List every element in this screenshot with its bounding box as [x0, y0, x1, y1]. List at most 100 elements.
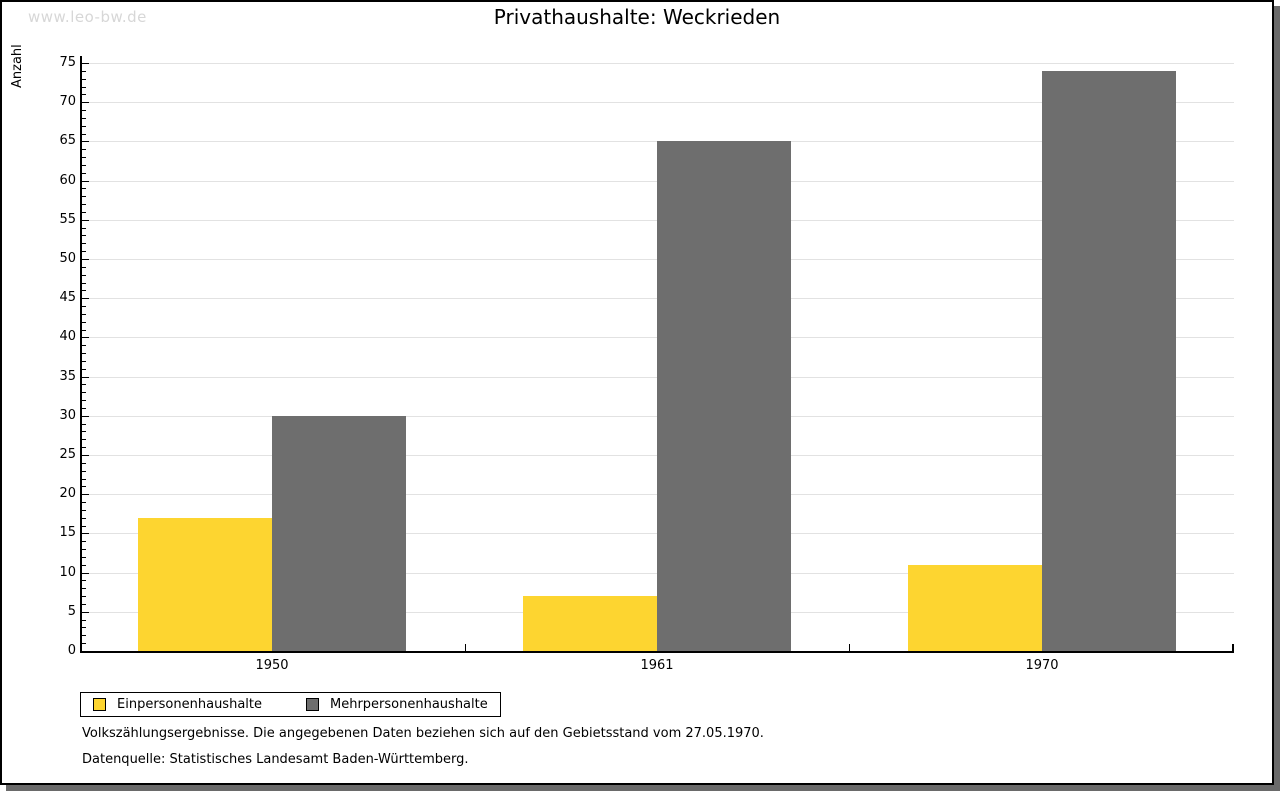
y-tick: [82, 220, 89, 221]
y-tick: [82, 400, 86, 401]
y-tick: [82, 79, 86, 80]
y-tick: [82, 330, 86, 331]
y-tick: [82, 588, 86, 589]
y-tick: [82, 63, 89, 64]
y-tick-label: 5: [67, 604, 76, 619]
y-tick: [82, 337, 89, 338]
y-tick-label: 65: [59, 133, 76, 148]
x-boundary-tick: [849, 644, 850, 651]
y-tick: [82, 306, 86, 307]
y-tick: [82, 173, 86, 174]
y-tick-label: 30: [59, 408, 76, 423]
y-tick-label: 70: [59, 94, 76, 109]
y-tick: [82, 580, 86, 581]
y-tick: [82, 361, 86, 362]
gridline: [82, 63, 1234, 64]
y-tick-label: 15: [59, 525, 76, 540]
y-tick: [82, 141, 89, 142]
y-tick: [82, 134, 86, 135]
y-tick: [82, 439, 86, 440]
y-tick: [82, 384, 86, 385]
y-tick: [82, 612, 89, 613]
y-tick: [82, 235, 86, 236]
y-tick: [82, 502, 86, 503]
y-tick: [82, 377, 89, 378]
y-tick: [82, 533, 89, 534]
y-tick: [82, 620, 86, 621]
y-tick: [82, 251, 86, 252]
y-tick: [82, 290, 86, 291]
y-tick: [82, 314, 86, 315]
y-tick: [82, 157, 86, 158]
x-end-tick: [1232, 644, 1234, 651]
y-tick: [82, 353, 86, 354]
y-tick: [82, 643, 86, 644]
y-tick-label: 35: [59, 369, 76, 384]
y-tick: [82, 526, 86, 527]
y-tick-label: 50: [59, 251, 76, 266]
y-tick: [82, 126, 86, 127]
legend-item-mehrpersonenhaushalte: Mehrpersonenhaushalte: [306, 697, 488, 712]
bar-1961-einpersonen: [523, 596, 657, 651]
y-tick: [82, 541, 86, 542]
y-tick: [82, 627, 86, 628]
y-tick: [82, 455, 89, 456]
y-tick: [82, 110, 86, 111]
x-tick-label: 1950: [255, 658, 289, 673]
y-tick-label: 60: [59, 173, 76, 188]
footnote-data-source: Datenquelle: Statistisches Landesamt Bad…: [82, 752, 469, 767]
bar-1961-mehrpersonen: [657, 141, 791, 651]
y-tick: [82, 188, 86, 189]
y-tick: [82, 87, 86, 88]
x-tick-label: 1970: [1025, 658, 1059, 673]
x-axis-line: [80, 651, 1234, 653]
y-tick: [82, 463, 86, 464]
footnote-source-note: Volkszählungsergebnisse. Die angegebenen…: [82, 726, 764, 741]
watermark: www.leo-bw.de: [28, 8, 147, 26]
y-tick-label: 0: [67, 643, 76, 658]
y-tick: [82, 518, 86, 519]
y-tick: [82, 94, 86, 95]
bar-1950-einpersonen: [138, 518, 272, 651]
y-axis-line: [80, 56, 82, 653]
y-tick: [82, 345, 86, 346]
gridline: [82, 102, 1234, 103]
legend-swatch-mehrpersonenhaushalte: [306, 698, 319, 711]
y-tick-label: 40: [59, 329, 76, 344]
y-tick-label: 55: [59, 212, 76, 227]
y-tick-label: 10: [59, 565, 76, 580]
bar-1970-einpersonen: [908, 565, 1042, 651]
y-tick: [82, 102, 89, 103]
bar-1950-mehrpersonen: [272, 416, 406, 651]
y-tick: [82, 243, 86, 244]
bar-1970-mehrpersonen: [1042, 71, 1176, 651]
y-tick: [82, 275, 86, 276]
y-tick: [82, 71, 86, 72]
legend-label-einpersonenhaushalte: Einpersonenhaushalte: [117, 697, 262, 712]
y-tick: [82, 408, 86, 409]
y-tick: [82, 549, 86, 550]
y-tick: [82, 416, 89, 417]
y-tick: [82, 165, 86, 166]
x-boundary-tick: [465, 644, 466, 651]
y-tick: [82, 447, 86, 448]
y-tick: [82, 181, 89, 182]
y-tick: [82, 283, 86, 284]
y-tick: [82, 596, 86, 597]
y-tick: [82, 479, 86, 480]
y-tick: [82, 471, 86, 472]
legend-label-mehrpersonenhaushalte: Mehrpersonenhaushalte: [330, 697, 488, 712]
y-tick: [82, 573, 89, 574]
y-tick: [82, 228, 86, 229]
y-tick: [82, 431, 86, 432]
legend-item-einpersonenhaushalte: Einpersonenhaushalte: [93, 697, 262, 712]
y-tick: [82, 369, 86, 370]
y-tick: [82, 212, 86, 213]
legend-swatch-einpersonenhaushalte: [93, 698, 106, 711]
y-tick: [82, 494, 89, 495]
y-tick: [82, 510, 86, 511]
y-tick: [82, 424, 86, 425]
x-tick-label: 1961: [640, 658, 674, 673]
y-tick: [82, 118, 86, 119]
